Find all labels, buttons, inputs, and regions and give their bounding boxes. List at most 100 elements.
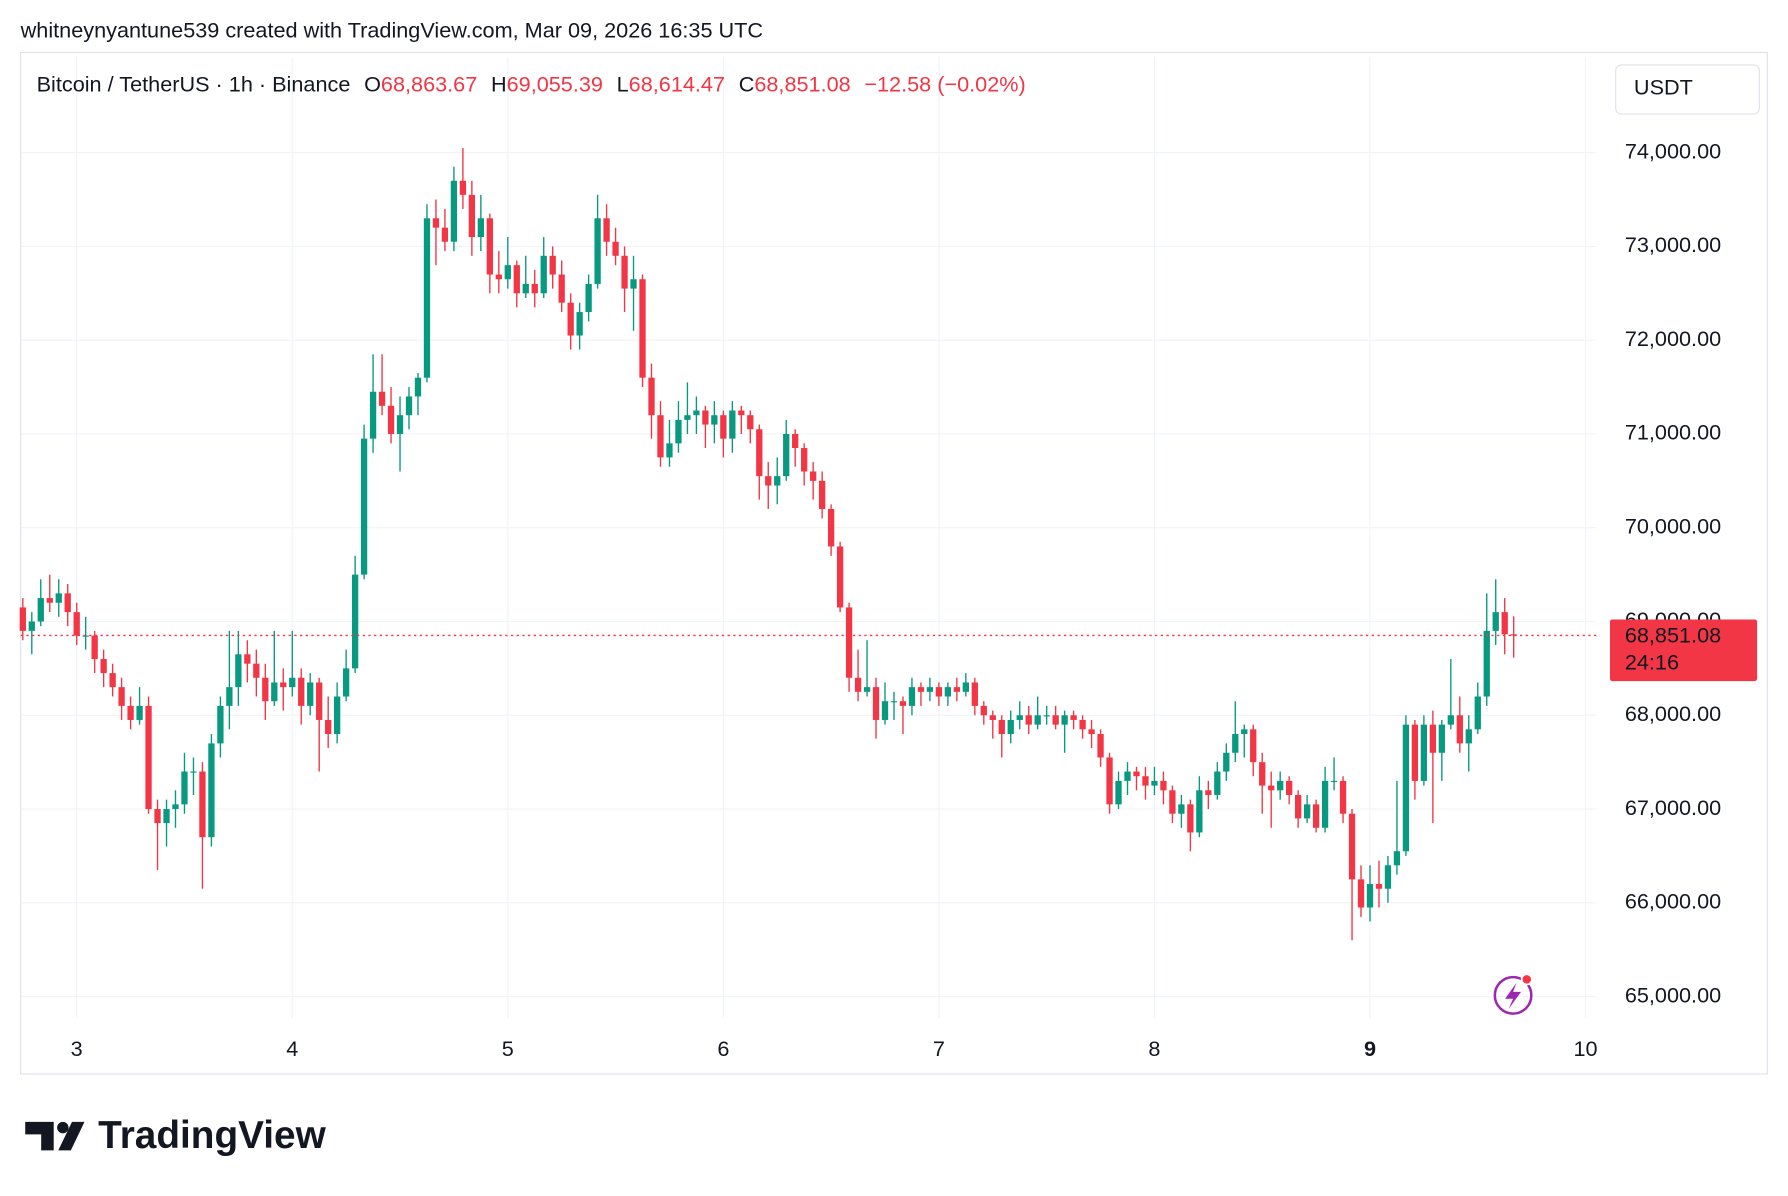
- candle-body: [1420, 724, 1428, 781]
- candle-body: [1124, 771, 1131, 781]
- candle-body: [926, 687, 934, 692]
- x-tick-label: 8: [1148, 1036, 1160, 1061]
- candle-body: [531, 283, 538, 294]
- candle-body: [450, 180, 458, 242]
- candle-body: [1241, 729, 1248, 735]
- alert-circle[interactable]: [1493, 975, 1533, 1015]
- y-tick-label: 66,000.00: [1625, 889, 1721, 914]
- currency-label[interactable]: USDT: [1634, 75, 1693, 100]
- candle-body: [845, 607, 853, 678]
- candle-body: [378, 391, 386, 406]
- candle-body: [513, 265, 520, 294]
- candle-body: [1151, 780, 1158, 786]
- logo-text[interactable]: TradingView: [98, 1114, 326, 1157]
- candle-body: [1016, 715, 1023, 720]
- candle-body: [109, 673, 116, 688]
- candle-body: [1438, 724, 1445, 753]
- candle-body: [235, 654, 242, 688]
- candle-body: [226, 687, 233, 706]
- candle-body: [351, 574, 359, 669]
- candle-body: [1052, 715, 1059, 725]
- candle-body: [1079, 719, 1086, 730]
- candle-body: [334, 696, 341, 735]
- candle-body: [1007, 719, 1014, 735]
- candle-body: [1483, 630, 1490, 697]
- candle-body: [387, 405, 395, 434]
- logo[interactable]: TradingView: [25, 1114, 327, 1157]
- candle-body: [827, 508, 835, 547]
- candle-body: [621, 255, 628, 289]
- candle-body: [73, 612, 80, 636]
- candle-body: [881, 701, 889, 720]
- candle-body: [567, 302, 574, 336]
- candle-body: [1142, 776, 1149, 786]
- x-tick-label: 3: [71, 1036, 83, 1061]
- countdown-label: 24:16: [1625, 650, 1679, 675]
- candle-body: [1501, 612, 1508, 635]
- candle-body: [908, 687, 916, 706]
- candle-body: [1303, 804, 1311, 819]
- candle-body: [163, 809, 170, 824]
- candle-body: [890, 701, 898, 703]
- candle-body: [657, 415, 664, 458]
- legend-change: −12.58 (−0.02%): [864, 71, 1025, 96]
- candle-body: [190, 771, 197, 773]
- candle-body: [863, 687, 871, 692]
- candle-body: [468, 194, 476, 238]
- candle-body: [37, 598, 44, 622]
- candle-body: [1339, 780, 1347, 814]
- candle-body: [818, 480, 826, 509]
- candle-body: [118, 687, 125, 706]
- candle-body: [298, 677, 305, 706]
- logo-mark-dot[interactable]: [57, 1121, 69, 1134]
- candle-body: [1402, 724, 1410, 852]
- legend-field-value: 68,851.08: [754, 71, 850, 96]
- header-text: whitneynyantune539 created with TradingV…: [20, 18, 763, 43]
- candle-body: [495, 274, 502, 280]
- candle-body: [307, 682, 314, 706]
- candle-body: [181, 771, 188, 805]
- legend: Bitcoin / TetherUS · 1h · Binance O68,863…: [37, 71, 1026, 96]
- alert-icon[interactable]: [1493, 973, 1533, 1015]
- candle-body: [1286, 780, 1293, 795]
- candle-body: [262, 677, 269, 702]
- currency-button[interactable]: [1615, 64, 1760, 115]
- candle-body: [1133, 771, 1140, 777]
- candle-body: [208, 743, 215, 838]
- candle-body: [953, 687, 960, 692]
- candle-body: [854, 677, 862, 692]
- candle-body: [82, 635, 89, 637]
- candle-body: [1510, 634, 1517, 636]
- x-tick-label: 6: [717, 1036, 729, 1061]
- grid-layer: [20, 57, 1597, 1019]
- candle-body: [594, 218, 601, 284]
- legend-field-value: 69,055.39: [507, 71, 603, 96]
- candle-body: [1259, 762, 1266, 786]
- logo-mark-bar[interactable]: [25, 1121, 54, 1151]
- candle-body: [1178, 804, 1185, 814]
- candle-body: [217, 705, 224, 744]
- logo-mark-slash[interactable]: [58, 1121, 85, 1151]
- candle-body: [316, 682, 323, 720]
- candle-body: [396, 415, 404, 434]
- y-tick-label: 70,000.00: [1625, 513, 1721, 538]
- candle-body: [127, 705, 134, 720]
- candle-body: [1411, 724, 1419, 781]
- candle-body: [1456, 715, 1463, 744]
- candle-body: [666, 443, 673, 458]
- candle-body: [603, 218, 610, 242]
- candle-body: [1348, 813, 1356, 880]
- x-tick-label: 9: [1364, 1036, 1376, 1061]
- alert-dot[interactable]: [1520, 973, 1533, 986]
- candle-body: [199, 771, 206, 838]
- candle-body: [989, 715, 996, 720]
- candle-body: [1393, 851, 1401, 866]
- candle-body: [1160, 780, 1167, 791]
- candle-body: [765, 476, 772, 486]
- candle-body: [962, 682, 969, 692]
- alert-bolt[interactable]: [1505, 982, 1522, 1010]
- candle-body: [1330, 780, 1338, 783]
